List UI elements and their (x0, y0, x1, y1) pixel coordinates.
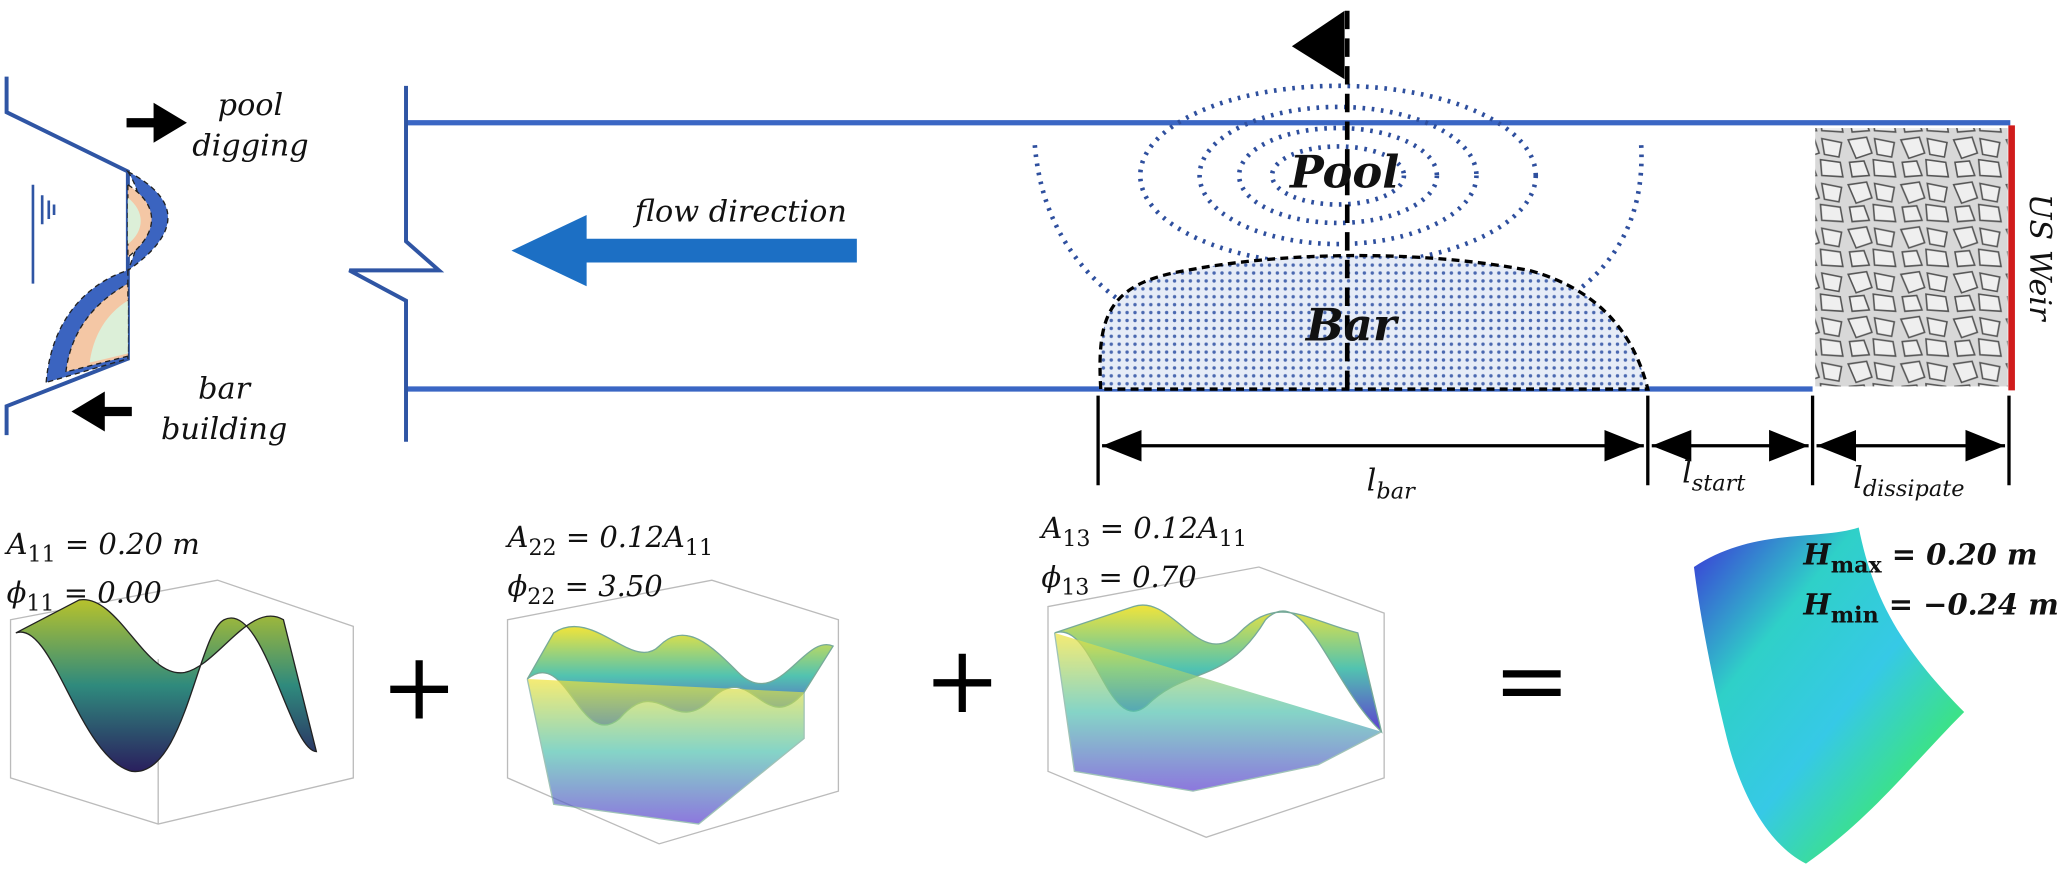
surfaces (9, 527, 1965, 864)
subscript: 11 (26, 591, 54, 617)
dimension-label: lstart (1682, 456, 1746, 497)
flow-label: flow direction (633, 195, 847, 230)
bar-label: Bar (1304, 298, 1400, 351)
text: = 0.12A (1091, 511, 1219, 545)
subscript: 11 (685, 535, 713, 561)
equation: ϕ13 = 0.70 (1041, 560, 1196, 601)
operator: + (924, 626, 1001, 734)
equation: Hmin = −0.24 m (1802, 587, 2059, 628)
text: = 0.20 m (1882, 537, 2038, 571)
label: bar (198, 371, 251, 406)
weir-label: US Weir (2022, 194, 2057, 322)
text: H (1802, 537, 1832, 571)
equation: A13 = 0.12A11 (1038, 511, 1247, 552)
subscript: max (1831, 552, 1883, 578)
text: = 0.12A (557, 520, 685, 554)
equation: Hmax = 0.20 m (1802, 537, 2037, 578)
subscript: 11 (1219, 526, 1247, 552)
subscript: 22 (528, 535, 556, 561)
operator: + (381, 633, 458, 741)
label: digging (192, 129, 308, 164)
subscript: 11 (28, 542, 56, 568)
dimension-label: lbar (1367, 464, 1416, 505)
label: building (161, 412, 287, 447)
text: A (1038, 511, 1062, 545)
equation: ϕ22 = 3.50 (508, 569, 663, 610)
pool-label: Pool (1288, 145, 1399, 198)
text: ϕ (7, 576, 27, 610)
text: ϕ (1041, 560, 1061, 594)
equation: A11 = 0.20 m (4, 527, 200, 568)
rocks (1815, 128, 2008, 387)
channel: flow direction Pool Bar US Weir lbar lst… (348, 10, 2057, 505)
cross-section: pool digging bar building (4, 76, 309, 447)
subscript: 13 (1061, 575, 1089, 601)
text: = 0.20 (56, 527, 173, 561)
text: m (172, 527, 199, 561)
text: = 3.50 (555, 569, 662, 603)
text: = 0.00 (55, 576, 162, 610)
dimension-label: ldissipate (1853, 461, 1964, 502)
equation: ϕ11 = 0.00 (7, 576, 162, 617)
text: H (1802, 587, 1832, 621)
text: = −0.24 m (1879, 587, 2059, 621)
text: = 0.70 (1089, 560, 1196, 594)
equation: A22 = 0.12A11 (505, 520, 714, 561)
subscript: min (1831, 602, 1879, 628)
operator: = (1493, 626, 1570, 734)
text: A (4, 527, 28, 561)
subscript: 13 (1062, 526, 1090, 552)
text: A (505, 520, 529, 554)
subscript: 22 (527, 584, 555, 610)
label: pool (218, 88, 284, 123)
text: ϕ (508, 569, 528, 603)
